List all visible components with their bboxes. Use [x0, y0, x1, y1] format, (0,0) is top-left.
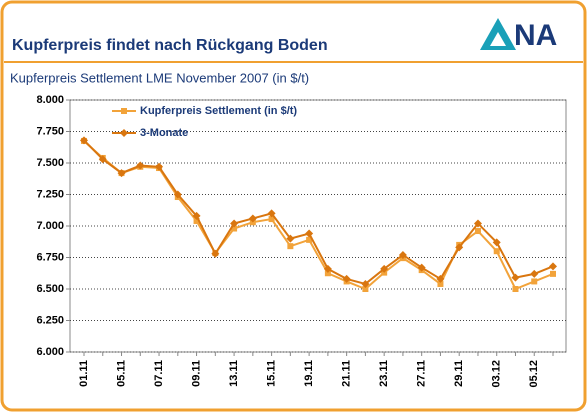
x-tick-label: 05.11	[115, 360, 127, 387]
x-tick-label: 03.12	[491, 360, 503, 388]
point	[549, 262, 557, 271]
point	[512, 286, 519, 292]
x-tick-label: 09.11	[190, 360, 202, 387]
logo-icon-inner	[490, 32, 506, 46]
point	[362, 286, 369, 292]
point	[323, 264, 332, 273]
point	[492, 238, 501, 247]
point	[136, 161, 145, 170]
point	[306, 236, 313, 243]
point	[193, 217, 200, 224]
point	[531, 278, 538, 285]
point	[417, 263, 426, 272]
point	[455, 243, 464, 252]
point	[361, 279, 370, 288]
point	[436, 274, 445, 283]
point	[230, 219, 239, 228]
legend-marker	[121, 108, 127, 114]
point	[231, 225, 238, 232]
point	[173, 190, 182, 199]
x-tick-label: 01.11	[78, 360, 90, 387]
x-tick-label: 19.11	[303, 360, 315, 387]
point	[98, 155, 107, 164]
point	[267, 209, 276, 218]
point	[511, 273, 520, 282]
series-line	[83, 139, 554, 286]
point	[155, 162, 164, 171]
legend-marker	[120, 129, 128, 137]
y-tick-label: 6.250	[36, 314, 64, 326]
point	[286, 234, 295, 243]
point	[268, 216, 275, 223]
point	[287, 243, 294, 250]
chart-title: Kupferpreis Settlement LME November 2007…	[10, 70, 309, 85]
x-tick-label: 21.11	[341, 360, 353, 387]
point	[211, 249, 220, 258]
y-tick-label: 6.750	[36, 251, 64, 263]
legend-label: Kupferpreis Settlement (in $/t)	[140, 105, 297, 117]
x-tick-label: 27.11	[416, 360, 428, 387]
logo: NA	[514, 19, 557, 52]
x-tick-label: 13.11	[228, 360, 240, 387]
point	[342, 274, 351, 283]
point	[493, 248, 500, 255]
point	[437, 280, 444, 287]
point	[398, 250, 407, 259]
y-tick-label: 6.000	[36, 346, 64, 358]
y-tick-label: 7.750	[36, 125, 64, 137]
point	[80, 136, 88, 145]
point	[117, 169, 126, 178]
x-tick-label: 29.11	[453, 360, 465, 387]
page-title: Kupferpreis findet nach Rückgang Boden	[12, 37, 328, 54]
point	[305, 229, 314, 238]
y-tick-label: 7.500	[36, 157, 64, 169]
point	[248, 214, 257, 223]
x-tick-label: 23.11	[378, 360, 390, 387]
legend-label: 3-Monate	[140, 127, 188, 139]
point	[380, 264, 389, 273]
point	[530, 269, 539, 278]
y-tick-label: 7.250	[36, 188, 64, 200]
point	[473, 219, 482, 228]
point	[474, 228, 481, 235]
point	[192, 211, 201, 220]
y-tick-label: 6.500	[36, 283, 64, 295]
x-tick-label: 07.11	[153, 360, 165, 387]
point	[550, 270, 556, 277]
y-tick-label: 8.000	[36, 94, 64, 106]
point	[324, 270, 331, 277]
x-tick-label: 05.12	[528, 360, 540, 388]
x-tick-label: 15.11	[266, 360, 278, 387]
y-tick-label: 7.000	[36, 220, 64, 232]
